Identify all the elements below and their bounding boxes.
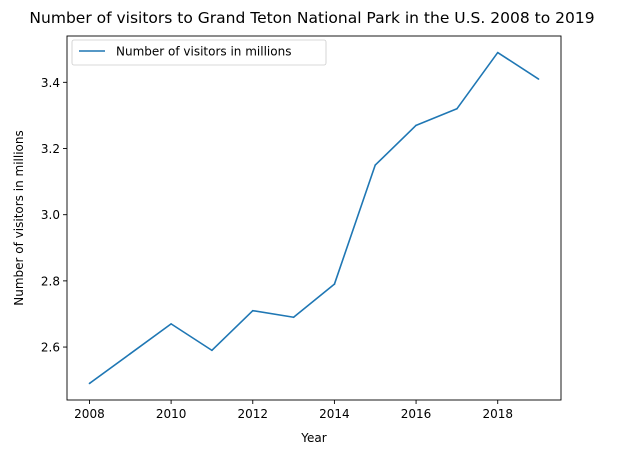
data-point: [415, 124, 417, 127]
x-tick-label: 2010: [156, 407, 187, 421]
y-tick-label: 3.2: [41, 142, 60, 156]
x-tick-label: 2014: [319, 407, 350, 421]
x-tick-label: 2008: [74, 407, 105, 421]
x-axis-ticks: 2008 2010 2012 2014 2016 2018: [74, 400, 513, 421]
y-tick-label: 3.0: [41, 208, 60, 222]
legend: Number of visitors in millions: [71, 39, 327, 66]
x-tick-label: 2012: [237, 407, 268, 421]
y-axis-label: Number of visitors in millions: [12, 130, 26, 305]
data-point: [211, 349, 213, 352]
chart-title: Number of visitors to Grand Teton Nation…: [29, 9, 594, 27]
legend-label: Number of visitors in millions: [116, 45, 291, 59]
data-point: [292, 316, 295, 319]
data-point: [88, 382, 91, 385]
data-point: [129, 352, 132, 355]
data-point: [251, 309, 254, 312]
data-point: [456, 108, 458, 110]
x-tick-label: 2018: [482, 407, 513, 421]
y-tick-label: 2.8: [41, 274, 60, 288]
data-point: [496, 51, 499, 54]
x-axis-label: Year: [300, 431, 326, 445]
data-point: [537, 78, 540, 80]
data-point: [333, 283, 336, 285]
y-axis-ticks: 2.6 2.8 3.0 3.2 3.4: [41, 76, 67, 355]
data-point: [170, 323, 172, 325]
data-point: [374, 164, 377, 166]
data-points: [88, 51, 540, 385]
x-tick-label: 2016: [401, 407, 432, 421]
y-tick-label: 2.6: [41, 341, 60, 355]
plot-frame: [66, 35, 562, 401]
y-tick-label: 3.4: [41, 76, 60, 90]
series-line: [88, 51, 539, 385]
legend-box: [71, 39, 327, 66]
